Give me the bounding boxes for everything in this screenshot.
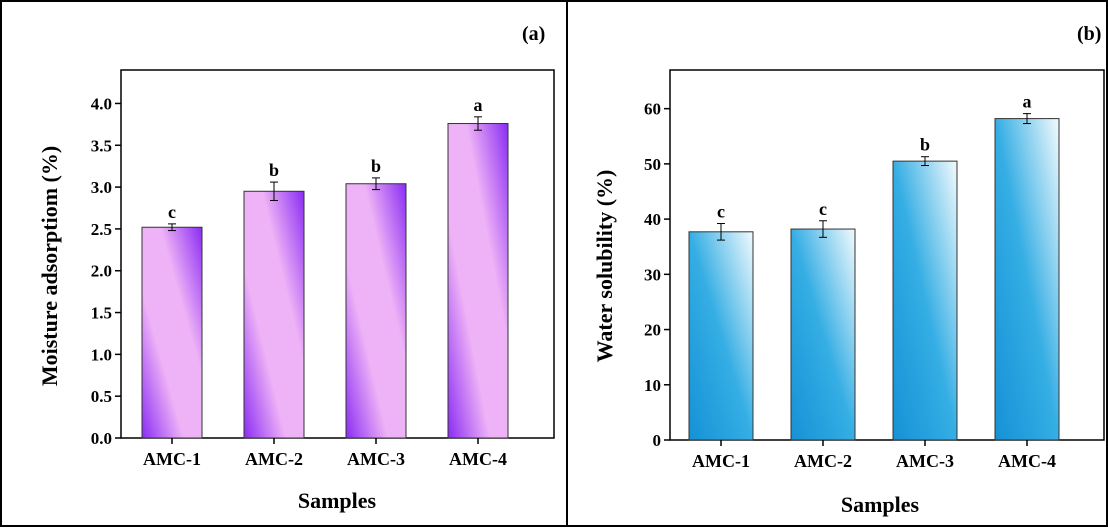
- y-tick-label: 30: [644, 265, 661, 284]
- significance-letter: a: [474, 95, 483, 115]
- y-tick-label: 20: [644, 321, 661, 340]
- x-tick-label: AMC-1: [692, 451, 750, 471]
- bar: [447, 123, 509, 439]
- panel-a-plot-frame: [120, 69, 555, 439]
- panel-a-bars: c b b a: [141, 95, 509, 439]
- panel-b-bars: c c b a: [688, 92, 1060, 441]
- panel-b-y-axis-title: Water solubility (%): [592, 170, 617, 363]
- significance-letter: b: [371, 156, 381, 176]
- y-tick-label: 2.0: [91, 262, 112, 281]
- bar: [141, 226, 203, 439]
- significance-letter: a: [1023, 92, 1032, 112]
- panel-b-label: (b): [1077, 23, 1101, 45]
- y-tick-label: 2.5: [91, 220, 112, 239]
- y-tick-label: 4.0: [91, 94, 112, 113]
- panel-b-x-axis-title: Samples: [841, 492, 920, 517]
- significance-letter: c: [819, 199, 827, 219]
- y-tick-label: 40: [644, 210, 661, 229]
- bar: [994, 118, 1060, 441]
- x-tick-label: AMC-2: [794, 451, 852, 471]
- panel-a-x-axis-title: Samples: [298, 488, 377, 513]
- y-tick-label: 1.0: [91, 345, 112, 364]
- significance-letter: c: [168, 202, 176, 222]
- y-tick-label: 50: [644, 155, 661, 174]
- bar: [345, 183, 407, 439]
- y-tick-label: 0.5: [91, 387, 112, 406]
- y-tick-label: 1.5: [91, 304, 112, 323]
- bar: [243, 190, 305, 439]
- x-tick-label: AMC-3: [896, 451, 954, 471]
- x-tick-label: AMC-1: [143, 449, 201, 469]
- x-tick-label: AMC-4: [449, 449, 507, 469]
- y-tick-label: 0.0: [91, 429, 112, 448]
- panel-a-y-axis: 0.0 0.5 1.0 1.5 2.0 2.5 3.0 3.5 4.0: [91, 94, 121, 448]
- x-tick-label: AMC-4: [998, 451, 1056, 471]
- significance-letter: b: [920, 135, 930, 155]
- bar: [892, 160, 958, 441]
- panel-b-y-axis: 0 10 20 30 40 50 60: [644, 100, 670, 450]
- x-tick-label: AMC-3: [347, 449, 405, 469]
- x-tick-label: AMC-2: [245, 449, 303, 469]
- panel-a-label: (a): [522, 23, 545, 45]
- panel-a-y-axis-title: Moisture adsorptiom (%): [37, 146, 62, 386]
- panel-a: (a) 0.0 0.5 1.0 1.5 2.0 2.5 3.0 3.5 4.0 c b b a AMC…: [37, 23, 555, 513]
- y-tick-label: 10: [644, 376, 661, 395]
- bar: [790, 228, 856, 441]
- y-tick-label: 3.5: [91, 136, 112, 155]
- y-tick-label: 60: [644, 100, 661, 119]
- panel-b-x-axis: AMC-1 AMC-2 AMC-3 AMC-4: [692, 440, 1056, 471]
- panel-a-x-axis: AMC-1 AMC-2 AMC-3 AMC-4: [143, 438, 507, 469]
- significance-letter: c: [717, 202, 725, 222]
- panel-b-plot-frame: [669, 69, 1105, 441]
- bar: [688, 231, 754, 441]
- y-tick-label: 3.0: [91, 178, 112, 197]
- y-tick-label: 0: [653, 431, 662, 450]
- significance-letter: b: [269, 160, 279, 180]
